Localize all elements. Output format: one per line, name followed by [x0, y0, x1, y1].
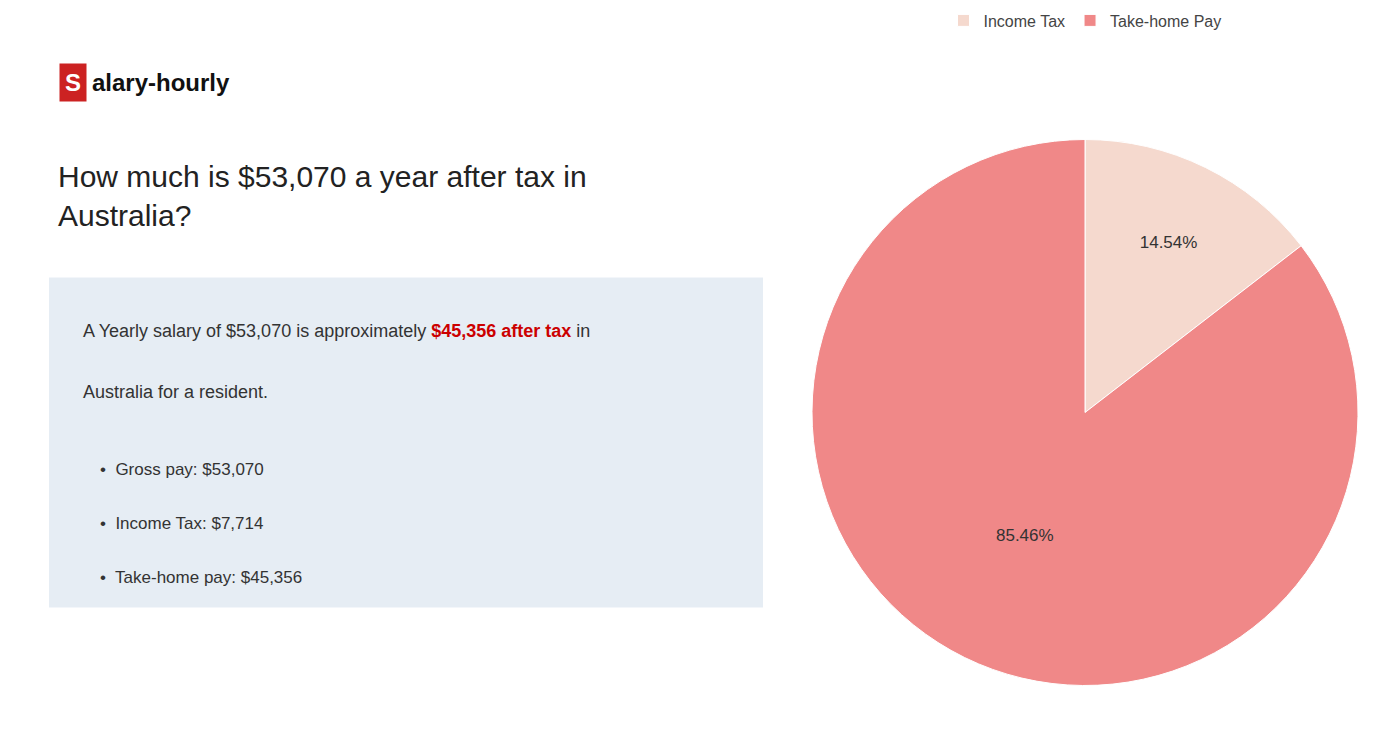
- svg-text:• Income Tax: $7,714: • Income Tax: $7,714: [100, 514, 263, 533]
- svg-text:Australia for a resident.: Australia for a resident.: [83, 382, 268, 402]
- svg-text:14.54%: 14.54%: [1140, 233, 1198, 252]
- svg-text:How much is $53,070 a year aft: How much is $53,070 a year after tax inA…: [58, 160, 587, 232]
- svg-text:• Take-home pay: $45,356: • Take-home pay: $45,356: [100, 568, 302, 587]
- svg-text:A Yearly salary of $53,070 is: A Yearly salary of $53,070 is approximat…: [83, 321, 590, 341]
- svg-text:S: S: [65, 69, 81, 96]
- svg-text:• Gross pay: $53,070: • Gross pay: $53,070: [100, 460, 264, 479]
- svg-text:Income Tax: Income Tax: [984, 13, 1066, 30]
- svg-text:85.46%: 85.46%: [996, 526, 1054, 545]
- svg-text:alary-hourly: alary-hourly: [92, 69, 230, 96]
- svg-text:Take-home Pay: Take-home Pay: [1110, 13, 1221, 30]
